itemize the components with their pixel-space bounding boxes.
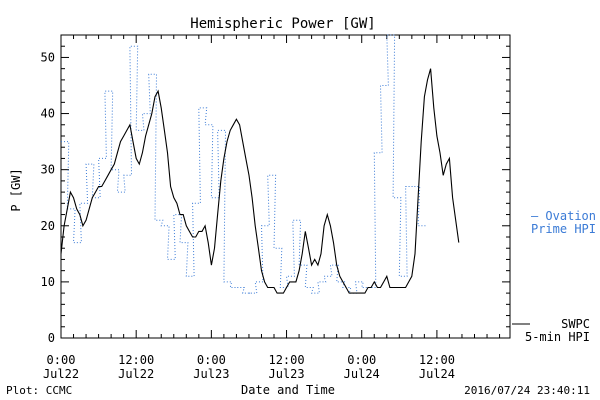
- x-tick-label-time: 12:00: [118, 353, 154, 367]
- x-tick-label-time: 12:00: [419, 353, 455, 367]
- footer-credit: Plot: CCMC: [6, 384, 72, 397]
- y-axis-label: P [GW]: [9, 168, 23, 211]
- x-axis-label: Date and Time: [241, 383, 335, 397]
- y-tick-label: 30: [41, 163, 55, 177]
- legend-swpc-line1: SWPC: [561, 317, 590, 331]
- y-tick-label: 40: [41, 107, 55, 121]
- plot-frame: [60, 34, 511, 339]
- series-layer: [60, 34, 460, 294]
- y-axis-ticks: 0 10 20 30 40 50: [41, 34, 510, 345]
- y-tick-label: 50: [41, 50, 55, 64]
- x-tick-label-day: Jul24: [344, 367, 380, 381]
- x-tick-label-time: 0:00: [347, 353, 376, 367]
- series-ovation-prime-line: [61, 34, 426, 294]
- x-tick-label-time: 0:00: [197, 353, 226, 367]
- x-tick-label-day: Jul23: [193, 367, 229, 381]
- x-tick-label-day: Jul22: [118, 367, 154, 381]
- y-tick-label: 20: [41, 219, 55, 233]
- y-tick-label: 10: [41, 275, 55, 289]
- x-tick-label-time: 0:00: [47, 353, 76, 367]
- series-swpc-line: [60, 68, 460, 294]
- x-tick-label-time: 12:00: [268, 353, 304, 367]
- x-tick-label-day: Jul24: [419, 367, 455, 381]
- x-axis-ticks: 0:00Jul2212:00Jul220:00Jul2312:00Jul230:…: [43, 35, 501, 381]
- axes: [60, 34, 511, 339]
- x-tick-label-day: Jul22: [43, 367, 79, 381]
- y-tick-label: 0: [48, 331, 55, 345]
- legend-swpc-line2: 5-min HPI: [525, 330, 590, 344]
- x-tick-label-day: Jul23: [268, 367, 304, 381]
- legend-ovation-line1: — Ovation: [531, 209, 596, 223]
- footer-timestamp: 2016/07/24 23:40:11: [464, 384, 590, 397]
- legend-ovation-line2: Prime HPI: [531, 222, 596, 236]
- chart-title: Hemispheric Power [GW]: [190, 16, 375, 32]
- legend: — Ovation Prime HPI SWPC 5-min HPI: [512, 209, 596, 344]
